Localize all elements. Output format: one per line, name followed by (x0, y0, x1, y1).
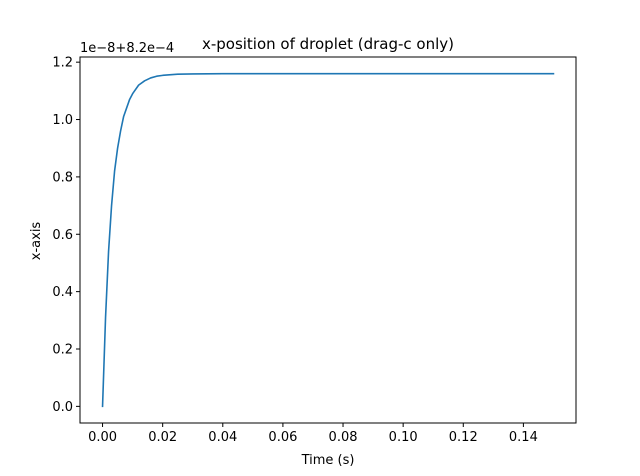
x-tick-label: 0.04 (208, 430, 237, 445)
y-tick-label: 0.6 (52, 228, 73, 243)
y-tick-label: 1.2 (52, 56, 73, 71)
x-tick-label: 0.00 (88, 430, 117, 445)
y-tick-label: 0.2 (52, 342, 73, 357)
y-offset-label: 1e−8+8.2e−4 (80, 41, 174, 56)
series-line-0 (101, 72, 555, 408)
x-tick-label: 0.12 (449, 430, 478, 445)
x-tick-label: 0.14 (509, 430, 538, 445)
x-tick-label: 0.02 (148, 430, 177, 445)
x-tick-label: 0.08 (329, 430, 358, 445)
plot-area (79, 56, 577, 424)
y-axis-label: x-axis (29, 222, 44, 261)
y-tick-label: 0.8 (52, 170, 73, 185)
y-tick-label: 1.0 (52, 113, 73, 128)
x-tick-label: 0.10 (389, 430, 418, 445)
y-tick-label: 0.4 (52, 285, 73, 300)
x-axis-ticks: 0.00 0.02 0.04 0.06 0.08 0.10 0.12 0.14 (88, 423, 538, 445)
y-axis-ticks: 0.0 0.2 0.4 0.6 0.8 1.0 1.2 (52, 56, 80, 415)
y-tick-label: 0.0 (52, 400, 73, 415)
x-axis-label: Time (s) (301, 453, 355, 468)
x-tick-label: 0.06 (268, 430, 297, 445)
plot-frame (79, 56, 577, 424)
chart-title: x-position of droplet (drag-c only) (202, 35, 454, 53)
